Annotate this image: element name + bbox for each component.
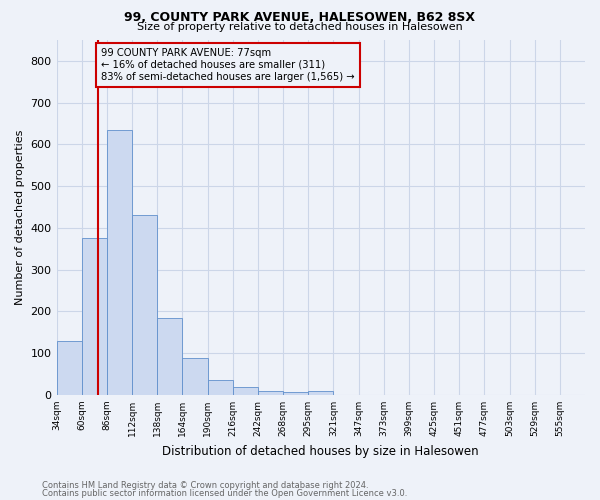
Bar (308, 391, 334, 395)
Bar (132, 216, 157, 395)
Text: Size of property relative to detached houses in Halesowen: Size of property relative to detached ho… (137, 22, 463, 32)
Bar (283, 392, 308, 395)
X-axis label: Distribution of detached houses by size in Halesowen: Distribution of detached houses by size … (163, 444, 479, 458)
Text: Contains HM Land Registry data © Crown copyright and database right 2024.: Contains HM Land Registry data © Crown c… (42, 481, 368, 490)
Bar (233, 388, 258, 395)
Bar (82, 238, 107, 395)
Text: 99 COUNTY PARK AVENUE: 77sqm
← 16% of detached houses are smaller (311)
83% of s: 99 COUNTY PARK AVENUE: 77sqm ← 16% of de… (101, 48, 355, 82)
Bar (56, 340, 82, 395)
Bar (258, 391, 283, 395)
Y-axis label: Number of detached properties: Number of detached properties (15, 130, 25, 305)
Bar (182, 358, 208, 395)
Text: Contains public sector information licensed under the Open Government Licence v3: Contains public sector information licen… (42, 489, 407, 498)
Text: 99, COUNTY PARK AVENUE, HALESOWEN, B62 8SX: 99, COUNTY PARK AVENUE, HALESOWEN, B62 8… (125, 11, 476, 24)
Bar (107, 130, 132, 395)
Bar (208, 380, 233, 395)
Bar (157, 318, 182, 395)
